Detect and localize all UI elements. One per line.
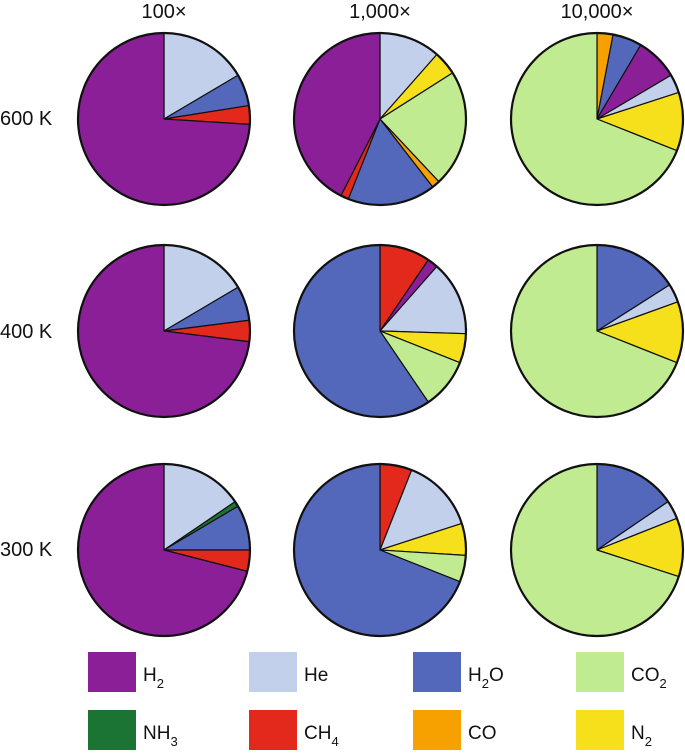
legend-swatch-co2 <box>576 652 624 692</box>
legend-item-h2o: H2O <box>413 652 504 692</box>
legend-label-co: CO <box>468 723 497 744</box>
pie-600k-1000 <box>292 31 468 207</box>
pie-outline <box>292 31 468 207</box>
pie-300k-100 <box>76 462 252 638</box>
pie-300k-1000 <box>292 462 468 638</box>
pie-outline <box>509 243 685 419</box>
row-label-600k: 600 K <box>0 108 53 130</box>
legend-swatch-ch4 <box>249 710 297 750</box>
legend-item-h2: H2 <box>88 652 164 692</box>
legend-label-nh3: NH3 <box>143 723 178 749</box>
pie-400k-10000 <box>509 243 685 419</box>
legend-label-n2: N2 <box>631 723 652 749</box>
pie-outline <box>76 243 252 419</box>
legend-swatch-n2 <box>576 710 624 750</box>
legend-label-h2o: H2O <box>468 665 504 691</box>
legend-label-he: He <box>304 665 328 686</box>
pie-outline <box>76 31 252 207</box>
legend-item-n2: N2 <box>576 710 652 750</box>
legend: H2 He H2O CO2 NH3 CH4 CO N2 <box>88 652 667 750</box>
row-labels: 600 K 400 K 300 K <box>0 108 53 561</box>
legend-label-co2: CO2 <box>631 665 667 691</box>
pie-outline <box>509 462 685 638</box>
column-label-1000x: 1,000× <box>349 1 411 23</box>
column-label-100x: 100× <box>141 1 186 23</box>
row-label-400k: 400 K <box>0 321 53 343</box>
column-labels: 100× 1,000× 10,000× <box>141 1 633 23</box>
legend-swatch-nh3 <box>88 710 136 750</box>
pies <box>76 31 685 638</box>
legend-label-h2: H2 <box>143 665 164 691</box>
legend-item-ch4: CH4 <box>249 710 339 750</box>
pie-outline <box>76 462 252 638</box>
pie-outline <box>292 243 468 419</box>
pie-600k-100 <box>76 31 252 207</box>
legend-swatch-h2o <box>413 652 461 692</box>
pie-400k-1000 <box>292 243 468 419</box>
legend-swatch-he <box>249 652 297 692</box>
column-label-10000x: 10,000× <box>561 1 634 23</box>
legend-item-nh3: NH3 <box>88 710 178 750</box>
legend-label-ch4: CH4 <box>304 723 339 749</box>
legend-swatch-h2 <box>88 652 136 692</box>
legend-swatch-co <box>413 710 461 750</box>
legend-item-he: He <box>249 652 328 692</box>
legend-item-co2: CO2 <box>576 652 667 692</box>
pie-outline <box>292 462 468 638</box>
pie-600k-10000 <box>509 31 685 207</box>
pie-outline <box>509 31 685 207</box>
pie-300k-10000 <box>509 462 685 638</box>
pie-400k-100 <box>76 243 252 419</box>
row-label-300k: 300 K <box>0 539 53 561</box>
legend-item-co: CO <box>413 710 497 750</box>
